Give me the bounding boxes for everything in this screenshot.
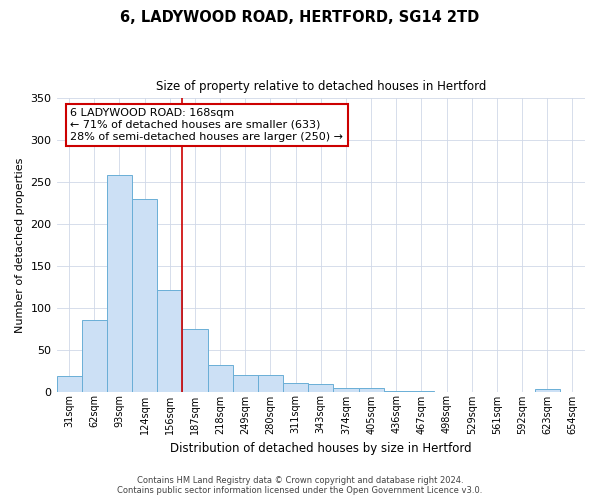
Bar [308, 384, 334, 392]
Bar [233, 375, 258, 392]
Bar [208, 364, 233, 392]
Text: 6 LADYWOOD ROAD: 168sqm
← 71% of detached houses are smaller (633)
28% of semi-d: 6 LADYWOOD ROAD: 168sqm ← 71% of detache… [70, 108, 343, 142]
Bar [157, 290, 182, 392]
Bar [535, 389, 560, 392]
Bar [409, 390, 434, 392]
Bar [132, 199, 157, 392]
Y-axis label: Number of detached properties: Number of detached properties [15, 157, 25, 332]
X-axis label: Distribution of detached houses by size in Hertford: Distribution of detached houses by size … [170, 442, 472, 455]
Bar [182, 328, 208, 392]
Bar [82, 320, 107, 392]
Bar [283, 383, 308, 392]
Text: Contains HM Land Registry data © Crown copyright and database right 2024.
Contai: Contains HM Land Registry data © Crown c… [118, 476, 482, 495]
Text: 6, LADYWOOD ROAD, HERTFORD, SG14 2TD: 6, LADYWOOD ROAD, HERTFORD, SG14 2TD [121, 10, 479, 25]
Bar [56, 376, 82, 392]
Bar [383, 390, 409, 392]
Bar [334, 388, 359, 392]
Bar [359, 388, 383, 392]
Bar [258, 375, 283, 392]
Title: Size of property relative to detached houses in Hertford: Size of property relative to detached ho… [155, 80, 486, 93]
Bar [107, 176, 132, 392]
